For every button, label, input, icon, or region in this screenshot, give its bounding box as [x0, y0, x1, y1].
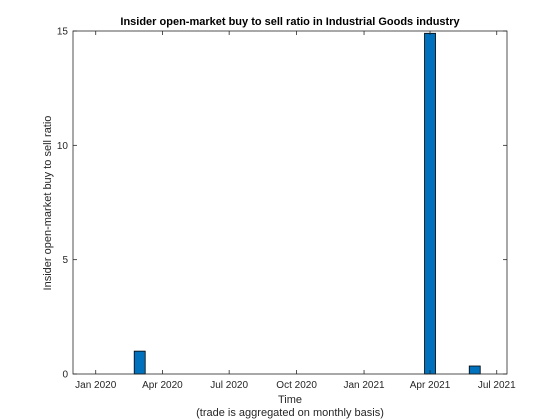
x-tick-label: Oct 2020 [276, 380, 317, 391]
y-tick-label: 0 [62, 370, 68, 381]
x-tick-label: Jul 2021 [478, 380, 516, 391]
axes-group: 0 5 10 15 Jan 2020 Apr 2020 Jul 2020 Oct 2020 Ja… [57, 27, 516, 392]
axes-box [72, 30, 508, 375]
bar-2020-03-01 [133, 350, 146, 375]
y-tick-label: 10 [57, 141, 69, 152]
y-tick-label: 15 [57, 27, 69, 38]
x-tick-label: Jul 2020 [210, 380, 248, 391]
bar-2021-06-01 [468, 365, 481, 375]
x-tick-label: Jan 2021 [343, 380, 385, 391]
bar-2021-04-01 [424, 32, 436, 375]
chart-title: Insider open-market buy to sell ratio in… [120, 16, 460, 28]
plot-area [73, 31, 507, 374]
x-axis-label: Time [278, 394, 302, 406]
x-tick-label: Apr 2020 [142, 380, 183, 391]
x-axis-sublabel: (trade is aggregated on monthly basis) [196, 407, 384, 419]
plot-background [73, 31, 507, 374]
x-tick-label: Jan 2020 [75, 380, 117, 391]
y-axis-label: Insider open-market buy to sell ratio [42, 116, 54, 291]
x-tick-label: Apr 2021 [410, 380, 451, 391]
y-tick-label: 5 [62, 255, 68, 266]
